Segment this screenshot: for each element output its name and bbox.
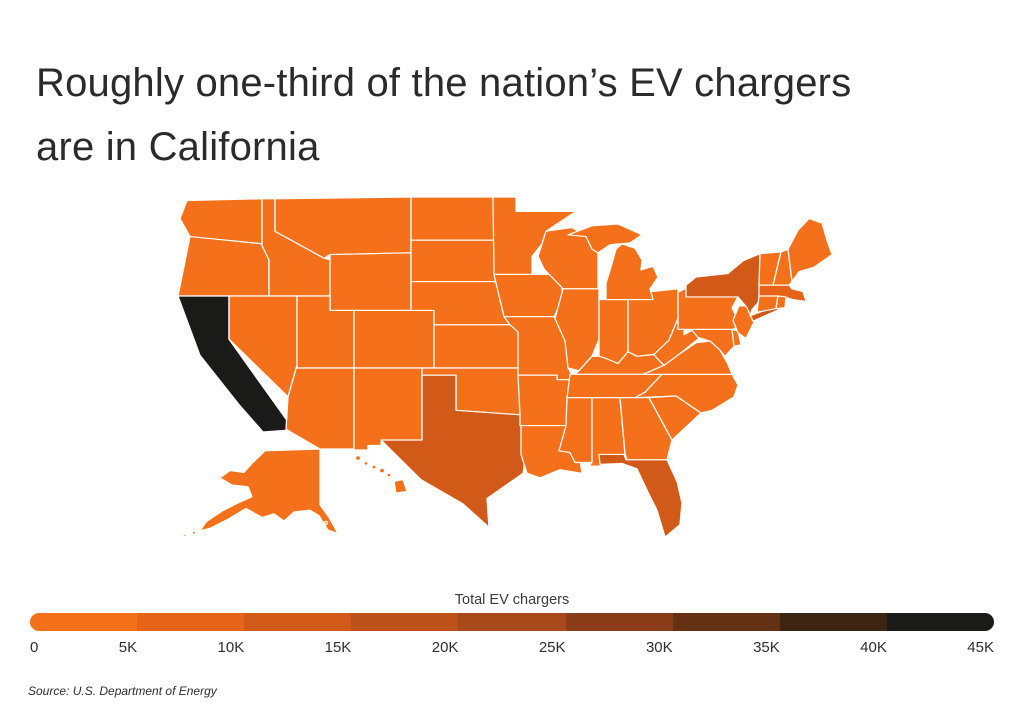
state-IN[interactable]: [598, 299, 629, 365]
colorbar-segment-30-35k: [672, 613, 780, 631]
state-SD[interactable]: [410, 239, 498, 283]
state-IA[interactable]: [493, 273, 565, 318]
legend-colorbar: [30, 613, 994, 631]
state-NM[interactable]: [353, 367, 423, 451]
colorbar-segment-15-20k: [351, 613, 459, 631]
colorbar-segment-5-10k: [137, 613, 245, 631]
tick-label: 10K: [217, 639, 245, 656]
state-WY[interactable]: [329, 252, 412, 311]
state-AK[interactable]: [183, 448, 339, 538]
title-line-1: Roughly one-third of the nation’s EV cha…: [36, 60, 852, 105]
legend-title: Total EV chargers: [454, 592, 570, 608]
state-OR[interactable]: [177, 236, 270, 297]
source-note: Source: U.S. Department of Energy: [28, 684, 217, 698]
colorbar-segment-35-40k: [779, 613, 887, 631]
tick-label: 40K: [860, 639, 887, 656]
colorbar-segment-0-5k: [30, 613, 138, 631]
tick-label: 35K: [753, 639, 780, 656]
state-ME[interactable]: [787, 218, 833, 283]
state-AZ[interactable]: [285, 364, 355, 450]
tick-label: 45K: [967, 639, 994, 656]
state-NH[interactable]: [772, 248, 793, 286]
tick-label: 5K: [118, 639, 138, 656]
state-MI[interactable]: [567, 223, 659, 301]
colorbar-segment-20-25k: [458, 613, 566, 631]
tick-label: 15K: [324, 639, 352, 656]
state-TX[interactable]: [380, 374, 527, 528]
title-line-2: are in California: [36, 124, 320, 169]
tick-label: 0: [30, 639, 39, 656]
colorbar-segment-25-30k: [565, 613, 673, 631]
us-choropleth-map: [172, 188, 842, 548]
state-HI[interactable]: [354, 455, 408, 494]
page-title: Roughly one-third of the nation’s EV cha…: [36, 51, 986, 179]
colorbar-segment-10-15k: [244, 613, 352, 631]
colorbar-segment-40-45k: [886, 613, 994, 631]
state-CO[interactable]: [353, 309, 435, 369]
states-layer: [177, 196, 833, 538]
legend-tick-labels: 0 5K 10K 15K 20K 25K 30K 35K 40K 45K: [30, 639, 994, 656]
tick-label: 30K: [645, 639, 673, 656]
us-map-svg: [177, 196, 833, 538]
state-NY[interactable]: [685, 253, 780, 322]
state-FL[interactable]: [598, 453, 683, 538]
tick-label: 20K: [431, 639, 459, 656]
state-NC[interactable]: [634, 373, 739, 414]
state-KS[interactable]: [433, 324, 520, 369]
tick-label: 25K: [538, 639, 566, 656]
state-RI[interactable]: [775, 295, 787, 310]
state-DE[interactable]: [731, 328, 742, 347]
state-ND[interactable]: [410, 196, 496, 241]
